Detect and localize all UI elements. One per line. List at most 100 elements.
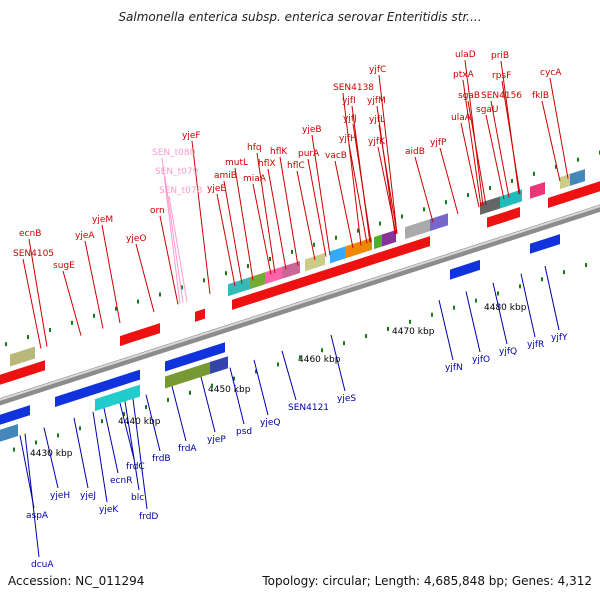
leader-line bbox=[348, 143, 368, 244]
gene-label[interactable]: rpsF bbox=[492, 71, 511, 81]
leader-line bbox=[168, 195, 188, 302]
gene-label[interactable]: yjfK bbox=[368, 137, 386, 147]
tick-mark bbox=[335, 235, 337, 240]
feature-block bbox=[405, 219, 430, 240]
reverse-gene bbox=[0, 405, 30, 425]
gene-label[interactable]: sgaU bbox=[476, 105, 499, 115]
gene-label[interactable]: frdB bbox=[152, 454, 171, 464]
gene-label[interactable]: yjeQ bbox=[260, 418, 280, 428]
tick-mark bbox=[445, 200, 447, 205]
feature-block bbox=[330, 246, 345, 264]
gene-label[interactable]: SEN_t079 bbox=[155, 167, 199, 177]
gene-features[interactable] bbox=[0, 169, 600, 442]
gene-label[interactable]: SEN4121 bbox=[288, 403, 329, 413]
gene-label[interactable]: priB bbox=[491, 51, 509, 61]
gene-label[interactable]: yjeM bbox=[92, 215, 113, 225]
gene-label[interactable]: aidB bbox=[405, 147, 425, 157]
tick-mark bbox=[401, 214, 403, 219]
forward-gene bbox=[232, 236, 430, 310]
gene-label[interactable]: dcuA bbox=[31, 560, 54, 570]
gene-label[interactable]: yjfO bbox=[472, 355, 490, 365]
leader-line bbox=[62, 270, 82, 336]
gene-label[interactable]: SEN4105 bbox=[13, 249, 54, 259]
gene-label[interactable]: yjeO bbox=[126, 234, 146, 244]
gene-label[interactable]: SEN_t080 bbox=[152, 148, 196, 158]
leader-line bbox=[43, 427, 59, 489]
gene-label[interactable]: yjfC bbox=[369, 65, 386, 75]
gene-label[interactable]: hflC bbox=[287, 161, 305, 171]
gene-label[interactable]: yjeF bbox=[182, 131, 201, 141]
gene-label[interactable]: SEN4156 bbox=[481, 91, 522, 101]
gene-label[interactable]: mutL bbox=[225, 158, 248, 168]
tick-mark bbox=[233, 376, 235, 381]
tick-mark bbox=[577, 157, 579, 162]
gene-label[interactable]: yjfM bbox=[367, 96, 386, 106]
gene-label[interactable]: fklB bbox=[532, 91, 549, 101]
gene-label[interactable]: orn bbox=[150, 206, 165, 216]
gene-label[interactable]: yjeA bbox=[75, 231, 95, 241]
tick-mark bbox=[313, 242, 315, 247]
gene-label[interactable]: yjfH bbox=[339, 134, 357, 144]
gene-label[interactable]: yjfY bbox=[551, 333, 568, 343]
reverse-gene-labels: dcuA aspA yjeH yjeJ yjeK ecnR frdC blc f… bbox=[26, 333, 568, 570]
gene-label[interactable]: sugE bbox=[53, 261, 75, 271]
gene-label[interactable]: yjfI bbox=[342, 96, 356, 106]
gene-label[interactable]: purA bbox=[298, 149, 320, 159]
gene-label[interactable]: yjeE bbox=[207, 184, 226, 194]
gene-label[interactable]: yjeH bbox=[50, 491, 70, 501]
feature-block bbox=[210, 356, 228, 375]
leader-line bbox=[460, 122, 480, 208]
gene-label[interactable]: hfq bbox=[247, 143, 262, 153]
leader-line bbox=[164, 176, 184, 303]
gene-label[interactable]: SEN_t078 bbox=[159, 186, 203, 196]
gene-label[interactable]: ecnB bbox=[19, 229, 41, 239]
gene-label[interactable]: yjfJ bbox=[343, 114, 357, 124]
gene-label[interactable]: hflX bbox=[258, 159, 276, 169]
leader-line bbox=[462, 79, 482, 207]
genome-summary-text: Topology: circular; Length: 4,685,848 bp… bbox=[262, 574, 592, 588]
tick-mark bbox=[159, 292, 161, 297]
gene-label[interactable]: yjeJ bbox=[80, 491, 96, 501]
tick-mark bbox=[57, 433, 59, 438]
gene-label[interactable]: miaA bbox=[243, 174, 267, 184]
gene-label[interactable]: cycA bbox=[540, 68, 562, 78]
leader-line bbox=[377, 146, 397, 235]
feature-block bbox=[382, 230, 396, 247]
gene-label[interactable]: yjfR bbox=[527, 340, 544, 350]
gene-label[interactable]: aspA bbox=[26, 511, 49, 521]
gene-label[interactable]: ptxA bbox=[453, 70, 475, 80]
tick-mark bbox=[79, 426, 81, 431]
gene-label[interactable]: blc bbox=[131, 493, 144, 503]
feature-block bbox=[345, 237, 372, 259]
gene-label[interactable]: frdC bbox=[126, 462, 145, 472]
gene-label[interactable]: yjeB bbox=[302, 125, 322, 135]
gene-label[interactable]: yjeK bbox=[99, 505, 119, 515]
leader-line bbox=[311, 134, 331, 256]
forward-gene-labels: ecnB SEN4105 sugE yjeA yjeM yjeO orn SEN… bbox=[13, 50, 562, 271]
leader-line bbox=[216, 193, 236, 287]
gene-label[interactable]: frdA bbox=[178, 444, 197, 454]
gene-label[interactable]: yjfQ bbox=[499, 347, 517, 357]
gene-label[interactable]: yjfN bbox=[445, 363, 463, 373]
tick-mark bbox=[203, 278, 205, 283]
gene-label[interactable]: ecnR bbox=[110, 476, 132, 486]
scale-label: 4450 kbp bbox=[208, 385, 251, 395]
gene-label[interactable]: ulaA bbox=[451, 113, 472, 123]
leader-line bbox=[28, 238, 48, 347]
gene-label[interactable]: psd bbox=[236, 427, 252, 437]
leader-line bbox=[549, 77, 569, 179]
gene-label[interactable]: hflK bbox=[270, 147, 288, 157]
leader-line bbox=[223, 180, 243, 284]
gene-label[interactable]: ulaD bbox=[455, 50, 476, 60]
gene-label[interactable]: frdD bbox=[139, 512, 158, 522]
gene-label[interactable]: amiB bbox=[214, 171, 237, 181]
scale-label: 4470 kbp bbox=[392, 327, 435, 337]
gene-label[interactable]: yjeS bbox=[337, 394, 356, 404]
gene-label[interactable]: yjeP bbox=[207, 435, 226, 445]
gene-label[interactable]: vacB bbox=[325, 151, 347, 161]
gene-label[interactable]: sgaB bbox=[458, 91, 480, 101]
gene-label[interactable]: SEN4138 bbox=[333, 83, 374, 93]
gene-label[interactable]: yjfP bbox=[430, 138, 447, 148]
gene-label[interactable]: yjfL bbox=[369, 115, 385, 125]
